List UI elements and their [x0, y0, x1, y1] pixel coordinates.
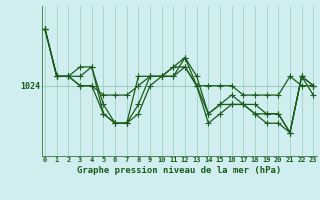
X-axis label: Graphe pression niveau de la mer (hPa): Graphe pression niveau de la mer (hPa) — [77, 166, 281, 175]
